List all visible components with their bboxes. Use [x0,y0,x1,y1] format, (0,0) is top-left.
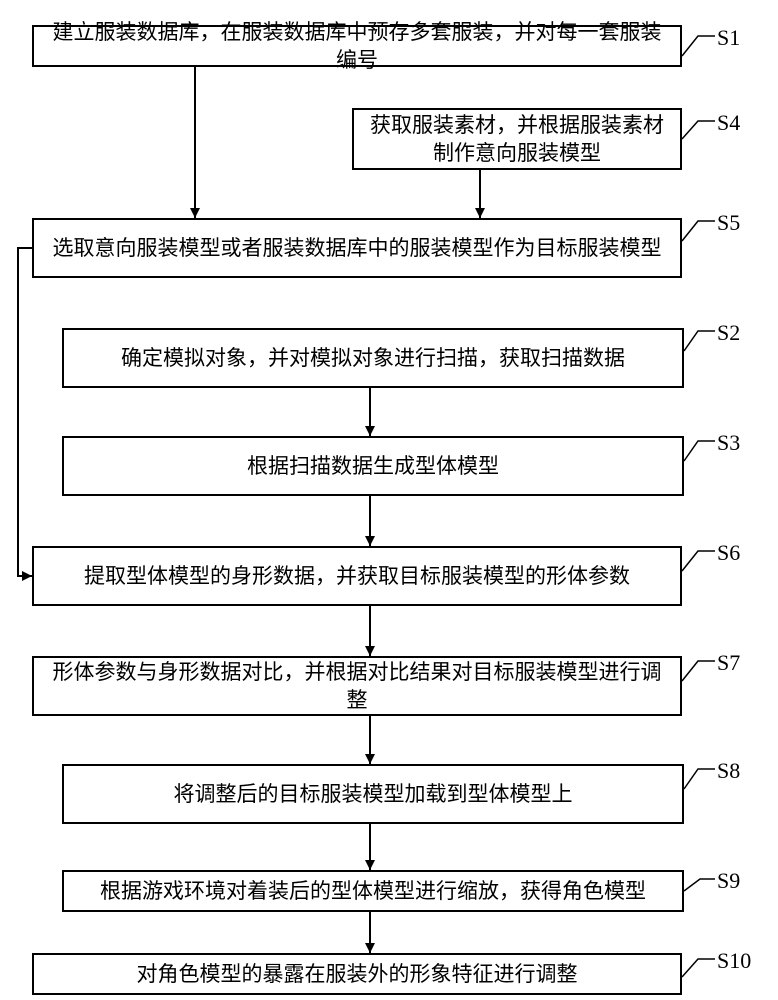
leader-s5 [682,221,715,241]
flow-node-s4: 获取服装素材，并根据服装素材制作意向服装模型 [352,108,682,170]
flow-node-text: 形体参数与身形数据对比，并根据对比结果对目标服装模型进行调整 [44,658,670,715]
flow-node-s3: 根据扫描数据生成型体模型 [62,436,684,496]
flow-node-text: 对角色模型的暴露在服装外的形象特征进行调整 [137,960,578,988]
step-label-s5: S5 [717,210,740,236]
step-label-s6: S6 [717,540,740,566]
step-label-s2: S2 [717,320,740,346]
flow-node-text: 提取型体模型的身形数据，并获取目标服装模型的形体参数 [84,562,630,590]
flow-node-s10: 对角色模型的暴露在服装外的形象特征进行调整 [32,953,682,995]
step-label-s1: S1 [717,25,740,51]
edge-s5-s6 [18,248,32,576]
flow-node-s2: 确定模拟对象，并对模拟对象进行扫描，获取扫描数据 [62,328,684,388]
flow-node-text: 确定模拟对象，并对模拟对象进行扫描，获取扫描数据 [121,344,625,372]
leader-s9 [684,879,715,891]
flow-node-s1: 建立服装数据库，在服装数据库中预存多套服装，并对每一套服装编号 [32,25,682,67]
leader-s1 [682,36,715,56]
flow-node-text: 建立服装数据库，在服装数据库中预存多套服装，并对每一套服装编号 [44,18,670,75]
flow-node-text: 选取意向服装模型或者服装数据库中的服装模型作为目标服装模型 [53,234,662,262]
flow-node-s6: 提取型体模型的身形数据，并获取目标服装模型的形体参数 [32,546,682,606]
step-label-s3: S3 [717,430,740,456]
leader-s10 [682,959,715,977]
flow-node-s7: 形体参数与身形数据对比，并根据对比结果对目标服装模型进行调整 [32,656,682,716]
leader-s8 [684,769,715,789]
step-label-s7: S7 [717,650,740,676]
leader-s2 [684,331,715,351]
flow-node-text: 根据扫描数据生成型体模型 [247,452,499,480]
flow-node-s9: 根据游戏环境对着装后的型体模型进行缩放，获得角色模型 [62,870,684,912]
flow-node-s5: 选取意向服装模型或者服装数据库中的服装模型作为目标服装模型 [32,218,682,278]
flow-node-text: 根据游戏环境对着装后的型体模型进行缩放，获得角色模型 [100,877,646,905]
leader-s7 [682,661,715,681]
step-label-s8: S8 [717,758,740,784]
step-label-s9: S9 [717,868,740,894]
step-label-s10: S10 [717,948,751,974]
flow-node-s8: 将调整后的目标服装模型加载到型体模型上 [62,764,684,824]
flow-node-text: 获取服装素材，并根据服装素材制作意向服装模型 [364,111,670,168]
leader-s6 [682,551,715,571]
step-label-s4: S4 [717,110,740,136]
leader-s3 [684,441,715,461]
leader-s4 [682,121,715,139]
flow-node-text: 将调整后的目标服装模型加载到型体模型上 [174,780,573,808]
